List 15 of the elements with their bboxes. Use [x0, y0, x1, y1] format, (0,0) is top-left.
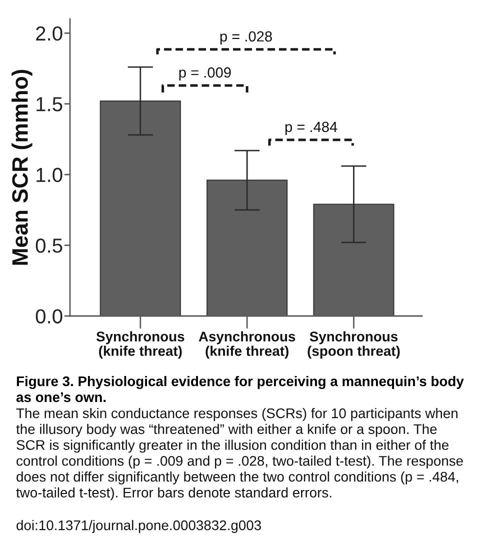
y-tick-label: 2.0 — [36, 26, 62, 41]
y-tick-label: 0.0 — [36, 309, 62, 324]
text: The mean skin conductance responses (SCRs) for 10 participants when the illusory body was “threatened” with either a knife or a spoon. The SCR is significantly greater in the illusion condition than in either of the control conditions (p = .009 and p = .028, two-tailed t-test). The response does not differ significantly between the two control conditions (p = .484, two-tailed t-test). Error bars denote standard errors. — [16, 408, 463, 500]
x-tick-label: Synchronous (knife threat) — [96, 331, 184, 359]
y-tick-label: 1.0 — [36, 168, 62, 182]
text: Figure 3. Physiological evidence for perceiving a mannequin’s body as one’s own. — [16, 376, 464, 402]
annotation: p = .028 — [220, 31, 272, 44]
y-tick-label: 0.5 — [36, 238, 62, 253]
x-tick-label: Synchronous (spoon threat) — [308, 331, 400, 359]
x-tick-label: Asynchronous (knife threat) — [198, 331, 296, 359]
y-tick-label: 1.5 — [36, 97, 62, 112]
annotation: p = .009 — [179, 67, 231, 81]
y-axis-title: Mean SCR (mmho) — [12, 70, 32, 265]
annotation: p = .484 — [285, 122, 338, 135]
text: doi:10.1371/journal.pone.0003832.g003 — [16, 520, 261, 533]
